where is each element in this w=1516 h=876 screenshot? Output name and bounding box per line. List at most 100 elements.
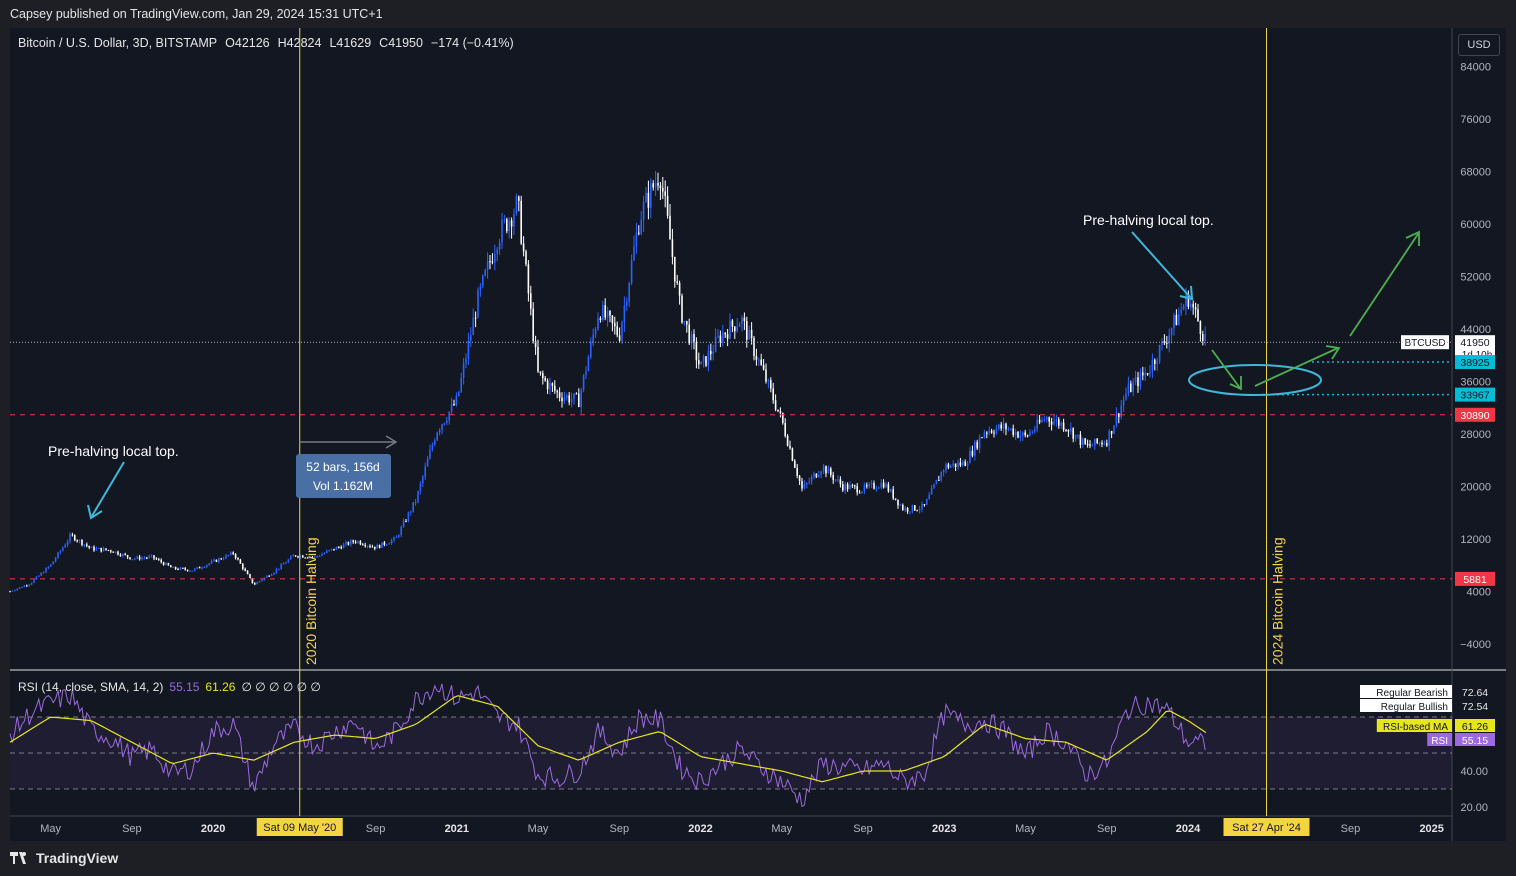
- candle-body: [165, 563, 167, 565]
- candle-body: [158, 559, 160, 561]
- candle-body: [674, 256, 676, 282]
- candle-body: [1041, 419, 1043, 423]
- candle-body: [978, 437, 981, 449]
- candle-body: [1149, 371, 1151, 375]
- halving-label-2024: 2024 Bitcoin Halving: [1270, 537, 1286, 665]
- candle-body: [297, 556, 299, 558]
- candle-body: [318, 556, 321, 558]
- candle-body: [321, 554, 323, 557]
- candle-body: [882, 482, 885, 488]
- currency-button[interactable]: USD: [1458, 34, 1500, 56]
- candle-body: [659, 185, 662, 188]
- candle-body: [441, 424, 443, 430]
- candle-body: [688, 324, 690, 344]
- rsi-y-tick-label: 40.00: [1460, 766, 1488, 778]
- candle-body: [1192, 303, 1194, 308]
- candle-body: [1161, 340, 1163, 345]
- candle-body: [568, 395, 570, 403]
- candle-body: [930, 488, 933, 495]
- candle-body: [995, 428, 998, 434]
- candle-body: [280, 564, 282, 569]
- candle-body: [342, 544, 345, 549]
- candle-body: [345, 542, 347, 545]
- candle-body: [549, 383, 551, 390]
- candle-body: [381, 542, 383, 548]
- candle-body: [467, 340, 470, 359]
- candle-body: [383, 542, 386, 545]
- candle-body: [66, 541, 69, 546]
- candle-body: [606, 311, 609, 318]
- candle-body: [177, 568, 179, 570]
- candle-body: [131, 559, 134, 561]
- candle-body: [513, 213, 515, 227]
- candle-body: [405, 521, 407, 523]
- candle-body: [798, 475, 801, 481]
- candle-body: [1175, 314, 1178, 326]
- candle-body: [328, 550, 330, 552]
- candle-body: [906, 508, 909, 512]
- rsi-legend-value: 72.64: [1462, 687, 1488, 699]
- candle-body: [465, 358, 467, 364]
- price-level-tag: [1455, 387, 1495, 402]
- candle-body: [849, 485, 851, 490]
- candle-body: [590, 341, 592, 358]
- candle-body: [1103, 443, 1106, 445]
- candle-body: [1166, 342, 1168, 344]
- candle-body: [1074, 434, 1077, 439]
- candle-body: [765, 369, 767, 382]
- candle-body: [969, 450, 971, 464]
- candle-body: [153, 555, 155, 559]
- rsi-legend-value-box: [1455, 699, 1495, 712]
- candle-body: [1038, 419, 1041, 423]
- candle-body: [1182, 305, 1185, 310]
- candle-body: [897, 499, 899, 506]
- candle-body: [119, 554, 122, 556]
- candle-body: [729, 320, 731, 339]
- y-tick-label: 84000: [1460, 61, 1491, 73]
- candle-body: [916, 510, 918, 512]
- candle-body: [47, 566, 50, 569]
- candle-body: [210, 561, 213, 564]
- x-tick-label: Sep: [853, 823, 873, 835]
- candle-body: [510, 220, 513, 227]
- candle-body: [712, 351, 714, 355]
- candle-body: [710, 350, 712, 355]
- candle-body: [796, 467, 798, 476]
- x-tick-label: Sep: [122, 823, 142, 835]
- candle-body: [700, 361, 702, 365]
- candle-body: [1156, 361, 1158, 364]
- candle-body: [479, 286, 482, 290]
- candle-body: [899, 504, 902, 506]
- candle-body: [587, 357, 590, 372]
- candle-body: [354, 541, 357, 543]
- candle-body: [194, 568, 196, 571]
- candle-body: [170, 565, 172, 568]
- candle-body: [522, 243, 525, 252]
- candle-body: [918, 509, 921, 511]
- candle-body: [724, 332, 726, 335]
- candle-body: [88, 545, 90, 548]
- candle-body: [542, 373, 544, 379]
- candle-body: [532, 308, 534, 342]
- candle-body: [890, 489, 892, 492]
- price-level-text: 33967: [1460, 390, 1489, 402]
- overlays: 2020 Bitcoin Halving 2024 Bitcoin Halving…: [10, 28, 1452, 816]
- candle-body: [419, 483, 422, 492]
- annotation-prehalving-2019: Pre-halving local top.: [48, 443, 179, 459]
- candle-body: [563, 397, 566, 402]
- candle-body: [28, 584, 30, 586]
- candle-body: [575, 393, 578, 395]
- candle-body: [902, 504, 904, 510]
- x-tick-label: 2022: [688, 823, 712, 835]
- y-tick-label: 44000: [1460, 324, 1491, 336]
- candle-body: [182, 567, 184, 569]
- candle-body: [959, 462, 962, 466]
- candle-body: [928, 494, 930, 500]
- candle-body: [1154, 359, 1156, 364]
- candle-body: [282, 563, 285, 565]
- candle-body: [1199, 321, 1202, 335]
- candle-body: [309, 557, 311, 559]
- rsi-legend-value: 72.54: [1462, 701, 1488, 713]
- price-level-tag: [1455, 355, 1495, 370]
